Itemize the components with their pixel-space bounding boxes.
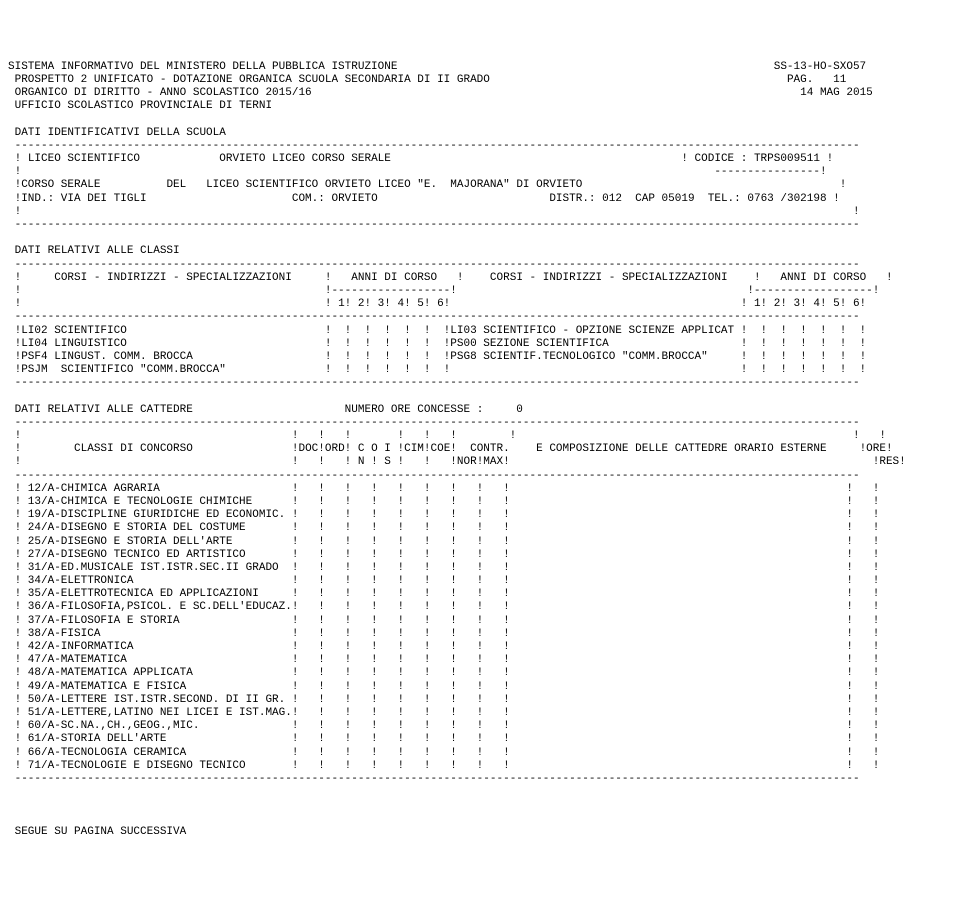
- divider: ----------------------------------------…: [15, 773, 860, 785]
- cattedre-cols2: ! ! ! N ! S ! ! !NOR!MAX! !RES!: [292, 456, 906, 468]
- classi-h1: CORSI - INDIRIZZI - SPECIALIZZAZIONI: [54, 272, 292, 284]
- classi-r0-l: LI02 SCIENTIFICO: [21, 325, 127, 337]
- school-code: CODICE : TRPS009511: [695, 153, 820, 165]
- section3-right: NUMERO ORE CONCESSE : 0: [345, 404, 523, 416]
- hdr-l2-left: PROSPETTO 2 UNIFICATO - DOTAZIONE ORGANI…: [15, 74, 490, 86]
- school-com: COM.: ORVIETO: [292, 193, 378, 205]
- cattedre-rows: ! 12/A-CHIMICA AGRARIA ! ! ! ! ! ! ! ! !…: [8, 483, 952, 773]
- hdr-l1-left: SISTEMA INFORMATIVO DEL MINISTERO DELLA …: [8, 61, 397, 73]
- divider: ----------------------------------------…: [15, 140, 860, 152]
- classi-r0-r: LI03 SCIENTIFICO - OPZIONE SCIENZE APPLI…: [450, 325, 734, 337]
- section1-title: DATI IDENTIFICATIVI DELLA SCUOLA: [15, 127, 226, 139]
- school-of: LICEO SCIENTIFICO ORVIETO LICEO "E. MAJO…: [206, 179, 582, 191]
- school-ind: IND.: VIA DEI TIGLI: [21, 193, 146, 205]
- divider: ----------------------------------------…: [15, 219, 860, 231]
- cattedre-h1: CLASSI DI CONCORSO: [74, 443, 193, 455]
- hdr-l3-left: ORGANICO DI DIRITTO - ANNO SCOLASTICO 20…: [15, 87, 312, 99]
- footer: SEGUE SU PAGINA SUCCESSIVA: [15, 826, 187, 838]
- divider: ----------------------------------------…: [15, 417, 860, 429]
- divider: ----------------------------------------…: [15, 377, 860, 389]
- classi-r1-r: PS00 SEZIONE SCIENTIFICA: [450, 338, 608, 350]
- divider: ----------------------------------------…: [15, 311, 860, 323]
- classi-r2-l: PSF4 LINGUST. COMM. BROCCA: [21, 351, 193, 363]
- school-del: DEL: [166, 179, 186, 191]
- classi-years-l: 1! 2! 3! 4! 5! 6!: [338, 298, 450, 310]
- hdr-l1-right: SS-13-HO-SXO57: [774, 61, 866, 73]
- section3-title: DATI RELATIVI ALLE CATTEDRE: [15, 404, 193, 416]
- hdr-l4: UFFICIO SCOLASTICO PROVINCIALE DI TERNI: [15, 100, 272, 112]
- section2-title: DATI RELATIVI ALLE CLASSI: [15, 245, 180, 257]
- cattedre-cols: !DOC!ORD! C O I !CIM!COE! CONTR. E COMPO…: [292, 443, 893, 455]
- report-page: SISTEMA INFORMATIVO DEL MINISTERO DELLA …: [8, 61, 952, 839]
- classi-r1-l: LI04 LINGUISTICO: [21, 338, 127, 350]
- code-dash: ----------------: [714, 166, 820, 178]
- divider: ----------------------------------------…: [15, 470, 860, 482]
- classi-r2-r: PSG8 SCIENTIF.TECNOLOGICO "COMM.BROCCA": [450, 351, 707, 363]
- classi-years-r: 1! 2! 3! 4! 5! 6!: [754, 298, 866, 310]
- school-distr: DISTR.: 012 CAP 05019 TEL.: 0763 /302198: [549, 193, 826, 205]
- hdr-l2-right: PAG. 11: [787, 74, 846, 86]
- school-name: ORVIETO LICEO CORSO SERALE: [219, 153, 391, 165]
- school-corso: CORSO SERALE: [21, 179, 100, 191]
- classi-r3-l: PSJM SCIENTIFICO "COMM.BROCCA": [21, 364, 226, 376]
- classi-h4: ANNI DI CORSO: [780, 272, 866, 284]
- school-type: LICEO SCIENTIFICO: [28, 153, 140, 165]
- divider: ----------------------------------------…: [15, 259, 860, 271]
- hdr-l3-right: 14 MAG 2015: [800, 87, 873, 99]
- classi-h2: ANNI DI CORSO: [351, 272, 437, 284]
- classi-h3: CORSI - INDIRIZZI - SPECIALIZZAZIONI: [490, 272, 728, 284]
